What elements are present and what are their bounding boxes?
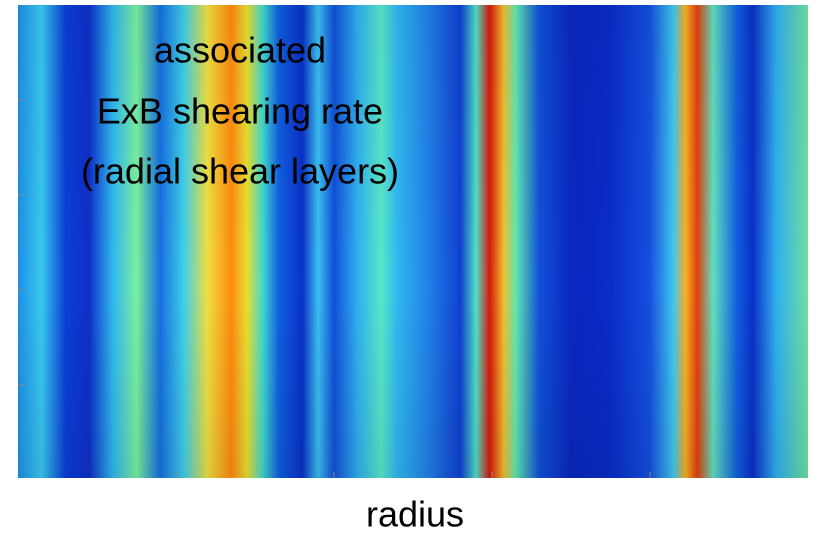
annotation-line: associated (154, 30, 326, 71)
axis-ticks (18, 99, 651, 478)
x-axis-label: radius (366, 494, 464, 535)
heatmap-shade (18, 5, 808, 478)
annotation-line: (radial shear layers) (81, 151, 399, 192)
annotation-line: ExB shearing rate (97, 91, 383, 132)
